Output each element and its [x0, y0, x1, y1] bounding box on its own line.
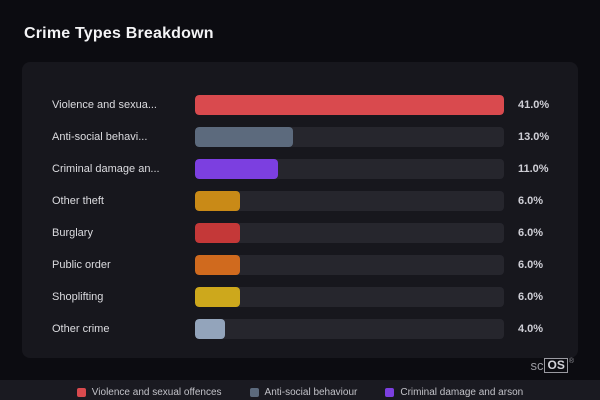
chart-legend: Violence and sexual offences Anti-social … [0, 380, 600, 400]
value-label: 6.0% [518, 195, 544, 207]
chart-row: Other theft 6.0% [52, 185, 564, 217]
category-label: Violence and sexua... [52, 99, 157, 111]
bar-track [195, 255, 504, 275]
chart-row: Anti-social behavi... 13.0% [52, 121, 564, 153]
value-label: 4.0% [518, 323, 544, 335]
bar[interactable] [195, 127, 293, 147]
chart-rows: Violence and sexua... 41.0% Anti-social be… [52, 89, 564, 345]
value-label: 13.0% [518, 131, 550, 143]
category-label: Burglary [52, 227, 93, 239]
value-label: 6.0% [518, 259, 544, 271]
brand-prefix: sc [530, 358, 544, 373]
bar-track [195, 287, 504, 307]
chart-row: Burglary 6.0% [52, 217, 564, 249]
bar-track [195, 127, 504, 147]
brand-os-box: OS [544, 358, 568, 373]
bar[interactable] [195, 255, 241, 275]
value-label: 6.0% [518, 227, 544, 239]
bar[interactable] [195, 223, 241, 243]
legend-label: Anti-social behaviour [264, 387, 358, 398]
page-title: Crime Types Breakdown [24, 25, 214, 42]
legend-color-swatch [76, 388, 86, 397]
legend-item[interactable]: Anti-social behaviour [249, 385, 358, 400]
bar-track [195, 95, 504, 115]
chart-row: Shoplifting 6.0% [52, 281, 564, 313]
chart-row: Violence and sexua... 41.0% [52, 89, 564, 121]
bar[interactable] [195, 159, 278, 179]
bar[interactable] [195, 287, 241, 307]
value-label: 11.0% [518, 163, 549, 175]
legend-label: Violence and sexual offences [91, 387, 222, 398]
bar[interactable] [195, 191, 241, 211]
bar-track [195, 223, 504, 243]
chart-row: Other crime 4.0% [52, 313, 564, 345]
legend-item[interactable]: Criminal damage and arson [385, 385, 523, 400]
category-label: Other theft [52, 195, 104, 207]
category-label: Public order [52, 259, 111, 271]
legend-color-swatch [385, 388, 395, 397]
category-label: Other crime [52, 323, 110, 335]
chart-row: Public order 6.0% [52, 249, 564, 281]
category-label: Anti-social behavi... [52, 131, 148, 143]
brand-logo: sc OS ® [530, 358, 574, 374]
bar[interactable] [195, 319, 226, 339]
registered-mark: ® [568, 358, 574, 365]
legend-label: Criminal damage and arson [400, 387, 524, 398]
chart-row: Criminal damage an... 11.0% [52, 153, 564, 185]
category-label: Shoplifting [52, 291, 104, 303]
bar-track [195, 319, 504, 339]
legend-item[interactable]: Violence and sexual offences [76, 385, 222, 400]
bar-track [195, 159, 504, 179]
bar-track [195, 191, 504, 211]
value-label: 6.0% [518, 291, 544, 303]
bar[interactable] [195, 95, 504, 115]
value-label: 41.0% [518, 99, 550, 111]
chart-card: Violence and sexua... 41.0% Anti-social be… [22, 62, 578, 358]
legend-color-swatch [249, 388, 259, 397]
category-label: Criminal damage an... [52, 163, 160, 175]
